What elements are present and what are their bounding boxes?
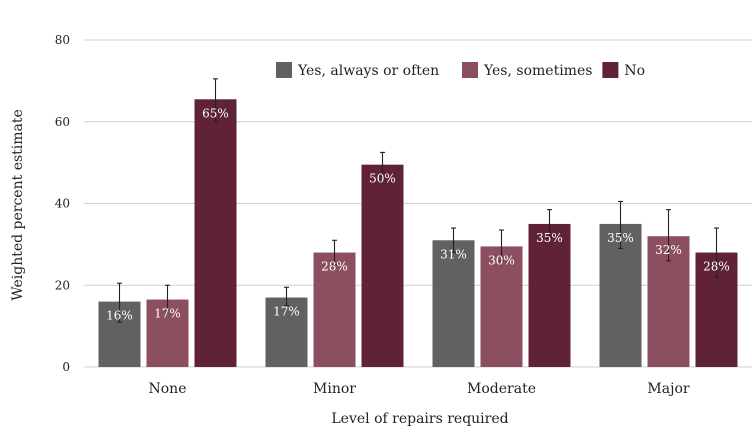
data-label: 50% xyxy=(369,172,396,186)
data-label: 16% xyxy=(106,309,133,323)
data-label: 28% xyxy=(703,260,730,274)
legend-label: Yes, sometimes xyxy=(483,63,592,79)
bar xyxy=(313,252,356,367)
data-label: 30% xyxy=(488,253,515,267)
data-label: 28% xyxy=(321,260,348,274)
y-tick-label: 0 xyxy=(62,360,70,374)
bar xyxy=(194,99,237,368)
x-axis-title: Level of repairs required xyxy=(331,411,508,427)
data-label: 32% xyxy=(655,243,682,257)
y-tick-label: 20 xyxy=(55,278,70,292)
error-bars xyxy=(117,78,719,323)
bar xyxy=(480,246,523,367)
data-label: 65% xyxy=(202,106,229,120)
x-category-label: Major xyxy=(647,381,689,397)
legend: Yes, always or often Yes, sometimes No xyxy=(276,62,645,79)
x-category-label: Moderate xyxy=(467,381,536,397)
bar xyxy=(361,164,404,367)
y-tick-label: 60 xyxy=(55,115,70,129)
y-tick-label: 80 xyxy=(55,33,70,47)
legend-swatch xyxy=(602,62,619,78)
data-label: 35% xyxy=(536,231,563,245)
y-tick-label: 40 xyxy=(55,197,70,211)
y-axis-title: Weighted percent estimate xyxy=(10,109,26,301)
x-axis-categories: None Minor Moderate Major xyxy=(149,381,690,397)
legend-label: Yes, always or often xyxy=(297,63,439,79)
data-label: 31% xyxy=(440,247,467,261)
legend-label: No xyxy=(624,63,645,79)
data-label: 17% xyxy=(154,307,181,321)
bar xyxy=(265,297,308,367)
bar xyxy=(432,240,475,367)
y-axis-ticks: 0 20 40 60 80 xyxy=(55,33,70,374)
data-labels: 16% 17% 65% 17% 28% 50% 31% 30% 35% 35% 32% 28% xyxy=(106,106,730,322)
legend-swatch xyxy=(462,62,478,78)
x-category-label: None xyxy=(149,381,187,397)
data-label: 35% xyxy=(607,231,634,245)
bar xyxy=(528,223,571,367)
x-category-label: Minor xyxy=(313,381,356,397)
bars xyxy=(98,99,738,368)
legend-swatch xyxy=(276,62,292,78)
data-label: 17% xyxy=(273,305,300,319)
bar xyxy=(146,299,189,367)
